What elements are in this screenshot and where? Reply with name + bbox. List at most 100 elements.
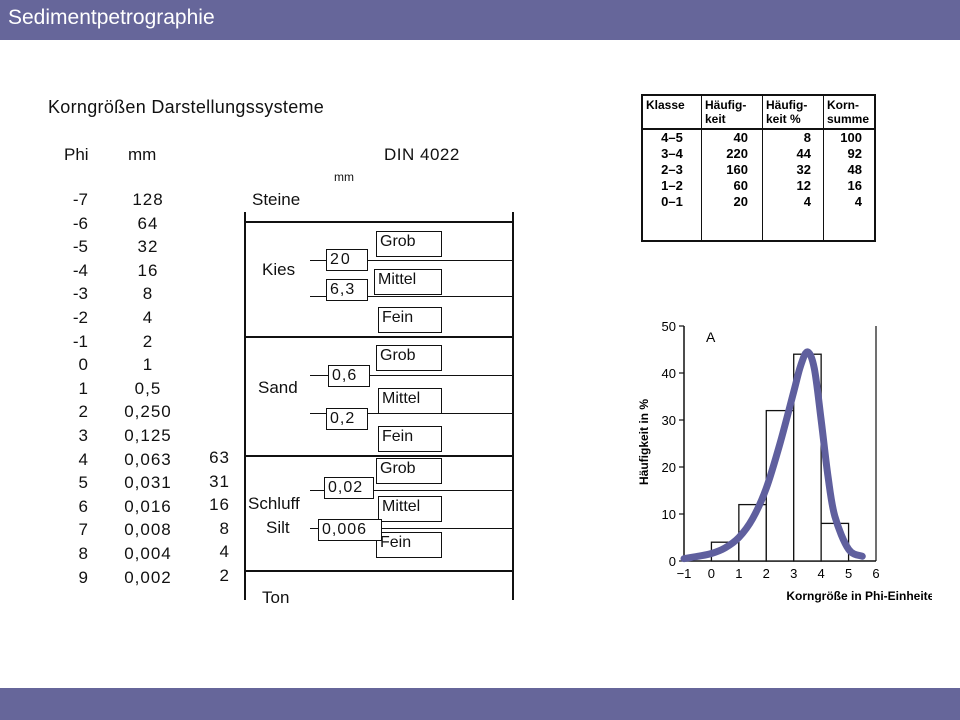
din-sub-divider <box>310 375 512 376</box>
table-cell: 220 <box>726 146 748 161</box>
mm-value: 4 <box>142 307 154 327</box>
table-cell: 8 <box>803 130 811 145</box>
kies-grob: Grob <box>376 231 442 257</box>
micron-value: 4 <box>219 542 230 562</box>
table-cell: 1–2 <box>661 178 683 193</box>
table-cell: 160 <box>726 162 748 177</box>
mm-column: 128 64 32 16 8 4 2 1 0,5 0,250 0,125 0,063 0,031 0,01… <box>114 188 182 589</box>
table-cell: 92 <box>847 146 862 161</box>
phi-value: -2 <box>72 307 88 327</box>
y-tick-label: 50 <box>662 319 676 334</box>
table-cell: 3–4 <box>661 146 683 161</box>
mm-value: 0,016 <box>124 496 172 516</box>
kies-fein: Fein <box>378 307 442 333</box>
y-tick-label: 0 <box>669 554 676 569</box>
phi-column: -7 -6 -5 -4 -3 -2 -1 0 1 2 3 4 5 6 7 8 9 <box>56 188 88 589</box>
phi-value: 5 <box>78 473 88 493</box>
table-cell: 16 <box>847 178 862 193</box>
micron-value: 31 <box>209 471 230 491</box>
mm-value: 64 <box>137 213 159 233</box>
mm-value: 0,125 <box>124 425 172 445</box>
din-sub-divider <box>310 296 512 297</box>
footer-bar <box>0 688 960 720</box>
table-cell: 48 <box>847 162 862 177</box>
class-schluff: Schluff <box>248 494 300 513</box>
limit-0-2: 0,2 <box>326 408 368 430</box>
table-col-klasse: 4–5 3–4 2–3 1–2 0–1 <box>642 129 702 241</box>
x-tick-label: 2 <box>763 566 770 581</box>
x-tick-label: 3 <box>790 566 797 581</box>
micron-column: 63 31 16 8 4 2 <box>196 446 230 588</box>
din-divider <box>244 221 512 223</box>
class-ton: Ton <box>262 588 290 607</box>
table-col-haeufigkeit: 40 220 160 60 20 <box>701 129 763 241</box>
x-tick-label: −1 <box>677 566 692 581</box>
din-divider <box>244 455 512 457</box>
phi-value: -5 <box>72 237 88 257</box>
mm-value: 0,004 <box>124 543 172 563</box>
din-right-border <box>512 212 514 600</box>
x-tick-label: 5 <box>845 566 852 581</box>
mm-value: 32 <box>137 237 159 257</box>
phi-value: -7 <box>72 190 88 209</box>
class-silt: Silt <box>266 518 290 537</box>
slide-title: Sedimentpetrographie <box>8 6 215 29</box>
frequency-table: Klasse Häufig- keit Häufig- keit % Korn-… <box>641 94 876 242</box>
din-sub-divider <box>310 260 512 261</box>
table-cell: 2–3 <box>661 162 683 177</box>
phi-value: 3 <box>78 425 88 445</box>
table-cell: 4–5 <box>661 130 683 145</box>
mm-value: 0,250 <box>124 402 172 422</box>
mm-value: 0,5 <box>134 378 162 398</box>
phi-value: -6 <box>72 213 88 233</box>
din-divider <box>244 336 512 338</box>
class-sand: Sand <box>258 378 298 397</box>
phi-header: Phi <box>64 145 89 164</box>
chart-heading: Korngrößen Darstellungssysteme <box>48 97 325 117</box>
table-cell: 12 <box>796 178 811 193</box>
sand-grob: Grob <box>376 345 442 371</box>
limit-6-3: 6,3 <box>326 279 368 301</box>
x-axis-label: Korngröße in Phi-Einheiten <box>786 589 932 603</box>
mm-value: 1 <box>142 355 154 375</box>
mm-value: 0,031 <box>124 473 172 493</box>
table-header: Häufig- keit <box>701 95 763 130</box>
kies-mittel: Mittel <box>374 269 442 295</box>
phi-value: -4 <box>72 260 88 280</box>
micron-value: 2 <box>219 565 230 585</box>
distribution-curve <box>680 348 866 563</box>
phi-value: 2 <box>78 402 88 422</box>
schluff-grob: Grob <box>376 458 442 484</box>
table-cell: 4 <box>854 194 862 209</box>
y-tick-label: 40 <box>662 366 676 381</box>
table-cell: 20 <box>733 194 748 209</box>
phi-value: 0 <box>78 355 88 375</box>
limit-0-6: 0,6 <box>328 365 370 387</box>
phi-value: 6 <box>78 496 88 516</box>
din-title: DIN 4022 <box>384 145 460 164</box>
title-bar: Sedimentpetrographie <box>0 0 960 40</box>
x-tick-label: 4 <box>818 566 825 581</box>
table-header: Klasse <box>642 95 702 130</box>
table-cell: 0–1 <box>661 194 683 209</box>
limit-0-006: 0,006 <box>318 519 382 541</box>
mm-value: 8 <box>142 284 154 304</box>
schluff-mittel: Mittel <box>378 496 442 522</box>
mm-value: 128 <box>132 190 164 209</box>
din-sub-divider <box>310 528 512 529</box>
table-col-kornsumme: 100 92 48 16 4 <box>824 129 876 241</box>
micron-value: 63 <box>209 448 230 467</box>
mm-header: mm <box>128 145 157 164</box>
phi-value: 4 <box>78 449 88 469</box>
din-divider <box>244 570 512 572</box>
y-axis-label: Häufigkeit in % <box>637 399 651 485</box>
y-tick-label: 10 <box>662 507 676 522</box>
sand-fein: Fein <box>378 426 442 452</box>
x-tick-label: 6 <box>872 566 879 581</box>
table-cell: 32 <box>796 162 811 177</box>
table-header-row: Klasse Häufig- keit Häufig- keit % Korn-… <box>642 95 875 130</box>
limit-0-02: 0,02 <box>324 477 374 499</box>
x-tick-label: 0 <box>708 566 715 581</box>
micron-value: 8 <box>219 518 230 538</box>
y-tick-label: 30 <box>662 413 676 428</box>
